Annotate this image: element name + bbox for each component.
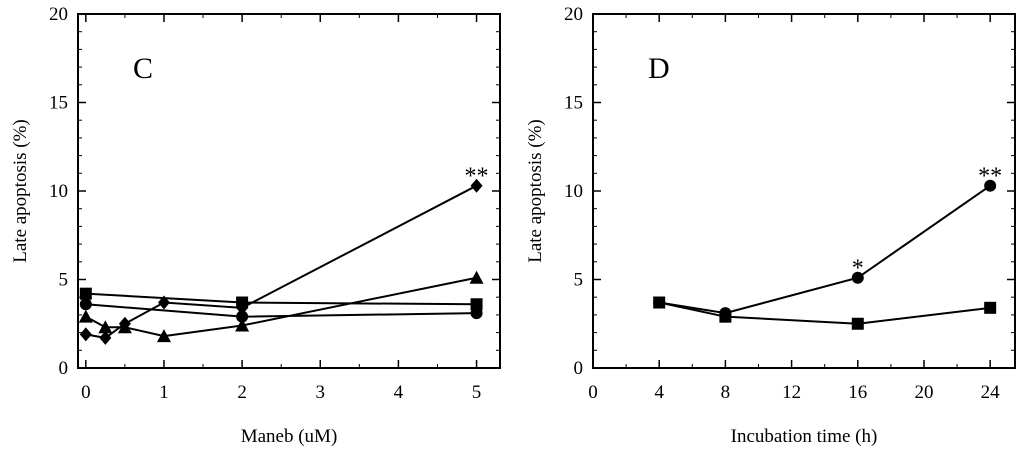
data-point-triangle (235, 318, 250, 332)
x-tick-label: 4 (654, 382, 664, 403)
x-tick-label: 2 (237, 382, 247, 403)
data-point-square (470, 298, 483, 311)
data-point-triangle (98, 320, 113, 334)
y-tick-label: 5 (59, 270, 69, 291)
data-point-square (236, 296, 249, 309)
data-point-triangle (469, 270, 484, 284)
significance-annotation: ** (978, 164, 1002, 190)
series-line-triangle (85, 276, 477, 338)
series-line-circle (85, 303, 477, 318)
data-point-diamond (470, 178, 483, 193)
data-point-square (719, 310, 732, 323)
data-point-square (984, 301, 997, 314)
y-axis-label: Late apoptosis (%) (10, 119, 31, 263)
x-tick-label: 8 (721, 382, 731, 403)
y-tick-label: 20 (49, 4, 68, 25)
data-point-diamond (99, 330, 112, 345)
y-axis-label: Late apoptosis (%) (525, 119, 546, 263)
panel-label: D (648, 52, 670, 85)
data-point-square (653, 296, 666, 309)
x-tick-label: 1 (159, 382, 169, 403)
x-tick-label: 24 (981, 382, 1001, 403)
x-tick-label: 5 (472, 382, 482, 403)
series-line-diamond (85, 184, 478, 339)
series-line-square (85, 292, 477, 306)
series-line-square (658, 301, 991, 325)
x-axis-label: Incubation time (h) (731, 426, 878, 447)
data-point-triangle (78, 309, 93, 323)
data-point-circle (79, 298, 92, 311)
series-line-circle (659, 184, 991, 315)
data-point-diamond (79, 327, 92, 342)
data-point-circle (236, 310, 249, 323)
data-point-triangle (117, 320, 132, 334)
y-tick-label: 10 (49, 181, 68, 202)
y-tick-label: 20 (564, 4, 583, 25)
y-tick-label: 5 (574, 270, 584, 291)
x-tick-label: 16 (848, 382, 867, 403)
x-tick-label: 0 (81, 382, 91, 403)
data-point-circle (984, 179, 997, 192)
x-axis-label: Maneb (uM) (241, 426, 338, 447)
y-tick-label: 10 (564, 181, 583, 202)
data-point-square (851, 317, 864, 330)
panel-label: C (133, 52, 153, 85)
chart-panel-c: 0 5 10 15 20 0 1 2 3 4 5 Maneb (uM) Late apoptosis (… (10, 4, 501, 447)
chart-panel-d: 0 5 10 15 20 0 4 8 12 16 20 24 Incubation time (h) La… (525, 4, 1016, 447)
data-point-triangle (156, 329, 171, 343)
data-point-circle (851, 271, 864, 284)
x-tick-label: 3 (316, 382, 326, 403)
significance-annotation: ** (465, 164, 489, 190)
y-tick-label: 15 (49, 93, 68, 114)
y-tick-label: 0 (574, 358, 584, 379)
x-tick-label: 0 (588, 382, 598, 403)
x-tick-label: 20 (914, 382, 933, 403)
x-tick-label: 12 (782, 382, 801, 403)
significance-annotation: * (852, 256, 864, 282)
y-tick-label: 15 (564, 93, 583, 114)
y-tick-label: 0 (59, 358, 69, 379)
x-tick-label: 4 (394, 382, 404, 403)
data-point-square (79, 287, 92, 300)
